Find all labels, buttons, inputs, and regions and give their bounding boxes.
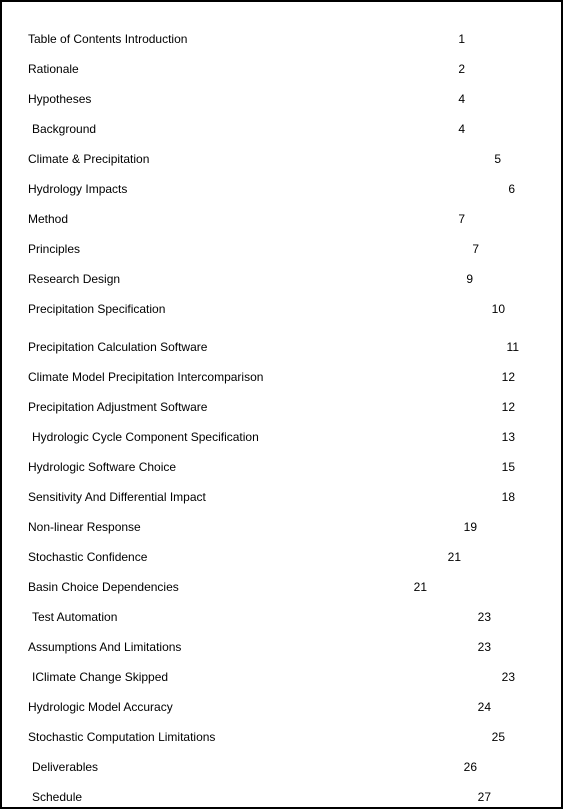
toc-title: Assumptions And Limitations [28,640,181,654]
toc-entry: Method 7 [28,212,535,226]
toc-title: Rationale [28,62,79,76]
toc-entry: Deliverables 26 [28,760,535,774]
toc-entry: Assumptions And Limitations 23 [28,640,535,654]
toc-title: Hydrology Impacts [28,182,127,196]
toc-entry: Climate Model Precipitation Intercompari… [28,370,535,384]
toc-title: Non-linear Response [28,520,141,534]
toc-page-number: 23 [478,610,491,624]
toc-entry: Basin Choice Dependencies 21 [28,580,535,594]
toc-page-number: 24 [478,700,491,714]
toc-title: Deliverables [32,760,98,774]
toc-page-number: 4 [458,122,465,136]
toc-page-number: 2 [458,62,465,76]
toc-entry: Stochastic Confidence 21 [28,550,535,564]
toc-entry: Rationale 2 [28,62,535,76]
toc-entry: Precipitation Calculation Software 11 [28,340,535,354]
toc-title: Hydrologic Model Accuracy [28,700,173,714]
toc-page-number: 15 [502,460,515,474]
toc-page-number: 27 [478,790,491,804]
toc-title: IClimate Change Skipped [32,670,168,684]
toc-title: Hydrologic Software Choice [28,460,176,474]
toc-entry: Table of Contents Introduction 1 [28,32,535,46]
toc-entry: Non-linear Response 19 [28,520,535,534]
toc-entry: Sensitivity And Differential Impact 18 [28,490,535,504]
toc-title: Sensitivity And Differential Impact [28,490,206,504]
toc-page-number: 23 [478,640,491,654]
toc-title: Method [28,212,68,226]
toc-page-number: 12 [502,400,515,414]
toc-title: Background [32,122,96,136]
toc-page-number: 9 [466,272,473,286]
toc-title: Table of Contents Introduction [28,32,187,46]
toc-entry: Precipitation Specification 10 [28,302,535,316]
toc-page-number: 1 [458,32,465,46]
toc-entry: Hydrologic Cycle Component Specification… [28,430,535,444]
toc-entry: Hydrologic Model Accuracy 24 [28,700,535,714]
toc-page-number: 26 [464,760,477,774]
toc-title: Basin Choice Dependencies [28,580,179,594]
toc-entry: Hypotheses 4 [28,92,535,106]
toc-title: Climate & Precipitation [28,152,149,166]
toc-page-number: 7 [458,212,465,226]
toc-page-number: 10 [492,302,505,316]
toc-page-number: 7 [472,242,479,256]
toc-entry: IClimate Change Skipped 23 [28,670,535,684]
toc-page-number: 5 [494,152,501,166]
toc-title: Principles [28,242,80,256]
toc-title: Schedule [32,790,82,804]
toc-title: Precipitation Calculation Software [28,340,207,354]
toc-entry: Schedule 27 [28,790,535,804]
toc-page-number: 11 [507,340,519,354]
toc-title: Test Automation [32,610,117,624]
toc-entry: Stochastic Computation Limitations 25 [28,730,535,744]
table-of-contents: Table of Contents Introduction 1 Rationale… [28,32,535,804]
toc-page-number: 21 [448,550,461,564]
toc-entry: Principles 7 [28,242,535,256]
toc-entry: Climate & Precipitation 5 [28,152,535,166]
toc-entry: Hydrologic Software Choice 15 [28,460,535,474]
toc-title: Hypotheses [28,92,91,106]
toc-page-number: 19 [464,520,477,534]
toc-title: Stochastic Computation Limitations [28,730,215,744]
toc-title: Research Design [28,272,120,286]
toc-entry: Precipitation Adjustment Software 12 [28,400,535,414]
toc-title: Precipitation Specification [28,302,165,316]
toc-page-number: 23 [502,670,515,684]
toc-entry: Research Design 9 [28,272,535,286]
toc-page-number: 18 [502,490,515,504]
toc-page-number: 4 [458,92,465,106]
toc-title: Climate Model Precipitation Intercompari… [28,370,263,384]
toc-page-number: 25 [492,730,505,744]
toc-page-number: 21 [414,580,427,594]
toc-page-number: 13 [502,430,515,444]
toc-entry: Test Automation 23 [28,610,535,624]
toc-title: Hydrologic Cycle Component Specification [32,430,259,444]
toc-title: Precipitation Adjustment Software [28,400,207,414]
document-page: Table of Contents Introduction 1 Rationale… [0,0,563,809]
toc-page-number: 6 [508,182,515,196]
toc-entry: Background 4 [28,122,535,136]
toc-title: Stochastic Confidence [28,550,147,564]
toc-page-number: 12 [502,370,515,384]
toc-entry: Hydrology Impacts 6 [28,182,535,196]
